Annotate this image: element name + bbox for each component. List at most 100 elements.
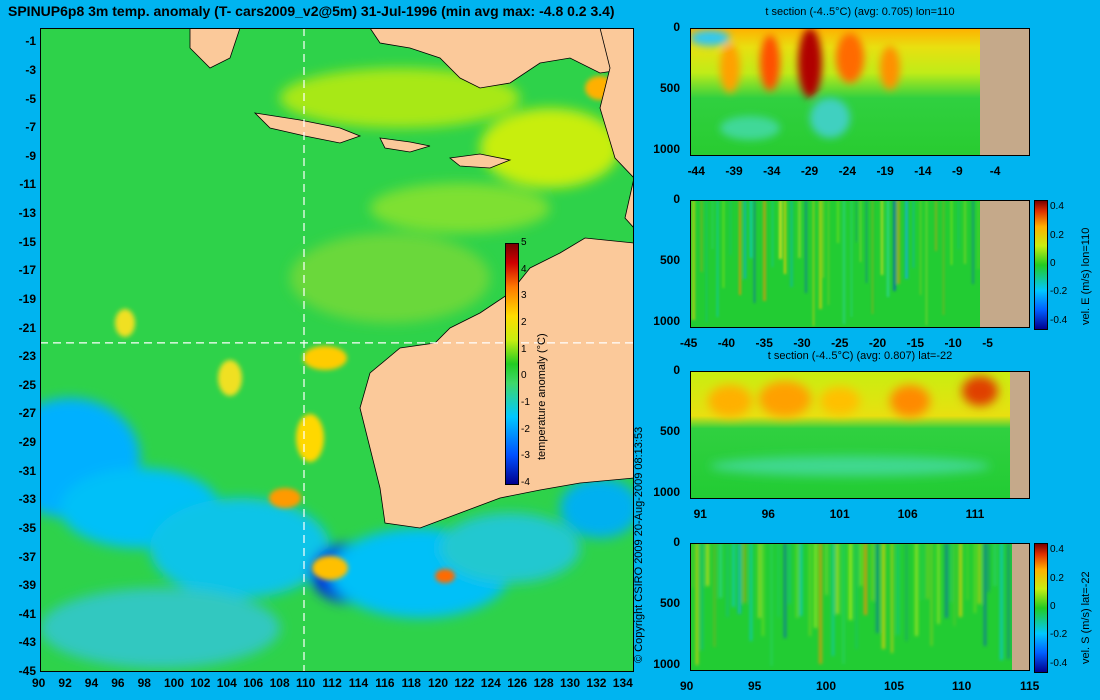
map-anomaly-blob [40,588,280,668]
map-x-tick: 104 [216,676,237,690]
map-colorbar-tick: 2 [521,317,527,328]
map-x-tick: 112 [322,676,342,690]
panel1-cool-cell [720,116,780,140]
panel2-velocity-stripe [784,200,786,274]
panel2-velocity-stripe [866,200,867,283]
map-x-tick: 98 [137,676,151,690]
map-y-tick: -35 [18,520,36,535]
panel3-warm-cell [759,381,811,417]
panel3-warm-cell [962,376,998,406]
panel2-velocity-stripe [823,200,824,278]
map-x-tick: 124 [480,676,501,690]
panel1-warm-cell [760,35,780,91]
panel-x-tick: 90 [680,679,694,693]
panel-x-tick: -40 [717,336,736,350]
panel-x-tick: 106 [897,507,918,521]
panel4-velocity-stripe [906,543,907,641]
map-y-tick: -15 [18,234,36,249]
panel-colorbar-tick: 0.4 [1050,544,1064,556]
panel-x-tick: -39 [725,164,743,178]
map-warm-eddy [303,346,347,370]
panel3-warm-cell [890,385,930,417]
panel2-plot [690,200,1030,328]
map-x-tick: 114 [348,676,369,690]
map-colorbar-tick: -1 [521,397,530,408]
panel3-warm-cell [708,385,752,417]
panel2-velocity-stripe [943,200,944,315]
map-anomaly-blob [480,108,620,188]
panel-colorbar-tick: 0 [1050,601,1056,612]
panel4-velocity-stripe [701,543,703,650]
panel4-velocity-stripe [882,543,885,649]
map-warm-eddy [435,569,455,583]
map-colorbar-label: temperature anomaly (°C) [536,333,548,460]
panel2-velocity-stripe [754,200,755,303]
map-x-tick: 108 [269,676,290,690]
panel-y-tick: 500 [659,423,680,438]
panel4-velocity-stripe [994,543,996,586]
panel3-y-axis: 0 500 1000 [640,363,686,499]
panel2-velocity-stripe [843,200,845,324]
map-warm-eddy [312,556,348,580]
panel-colorbar-tick: 0.4 [1050,201,1064,213]
map-y-tick: -31 [18,463,36,478]
map-x-tick: 118 [401,676,421,690]
panel4-velocity-stripe [727,543,728,617]
panel4-velocity-stripe [922,543,923,600]
map-y-tick: -25 [18,377,36,392]
map-y-tick: -9 [25,148,36,163]
map-warm-eddy [269,488,301,508]
panel4-velocity-stripe [800,543,802,616]
map-y-tick: -23 [18,349,36,364]
panel2-velocity-stripe [978,200,979,269]
map-warm-eddy [115,309,135,337]
panel2-velocity-stripe [712,200,713,249]
map-colorbar [505,243,519,485]
panel3-warm-cell [820,387,860,415]
panel-x-tick: 95 [748,679,762,693]
panel4-velocity-stripe [988,543,989,592]
map-y-tick: -1 [25,34,36,49]
panel2-y-axis: 0 500 1000 [640,192,686,328]
panel-x-tick: 101 [829,507,850,521]
panel2-x-axis: -45 -40 -35 -30 -25 -20 -15 -10 -5 [680,336,1030,352]
panel-colorbar-tick: -0.4 [1050,314,1068,326]
panel4-velocity-stripe [897,543,899,635]
map-y-tick: -45 [18,664,36,678]
panel4-velocity-stripe [814,543,817,628]
panel2-velocity-stripe [692,200,695,320]
panel2-velocity-stripe [779,200,782,259]
map-x-axis: 90 92 94 96 98 100 102 104 106 108 110 112 114 116 118… [32,676,634,696]
map-land-east-islands [599,28,634,229]
panel4-velocity-stripe [692,543,693,588]
map-anomaly-blob [290,233,490,323]
panel-colorbar-tick: -0.2 [1050,286,1068,298]
map-warm-eddy [296,414,324,462]
panel4-velocity-stripe [796,543,798,618]
panel2-velocity-stripe [860,200,861,262]
panel-x-tick: -24 [838,164,856,178]
map-y-tick: -39 [18,578,36,593]
panel-x-tick: -10 [944,336,962,350]
panel2-velocity-stripe [744,200,746,279]
panel2-velocity-stripe [772,200,773,267]
map-y-tick: -5 [25,91,36,106]
panel4-velocity-stripe [706,543,709,586]
panel2-colorbar-ticks: 0.4 0.2 0 -0.2 -0.4 [1050,200,1080,328]
map-anomaly-blob [370,183,550,233]
map-x-tick: 110 [296,676,316,690]
panel-x-tick: -5 [982,336,993,350]
panel-x-tick: 105 [884,679,905,693]
panel2-velocity-stripe [872,200,873,314]
map-land-java [253,112,362,144]
panel4-velocity-stripe [832,543,834,656]
map-x-tick: 134 [612,676,633,690]
map-land-borneo [369,28,634,89]
panel-x-tick: -45 [680,336,698,350]
panel2-colorbar [1034,200,1048,330]
map-y-tick: -7 [25,120,36,135]
panel-x-tick: -4 [989,164,1001,178]
panel2-land [980,200,1030,328]
panel4-y-axis: 0 500 1000 [640,535,686,671]
panel-y-tick: 500 [659,595,680,610]
